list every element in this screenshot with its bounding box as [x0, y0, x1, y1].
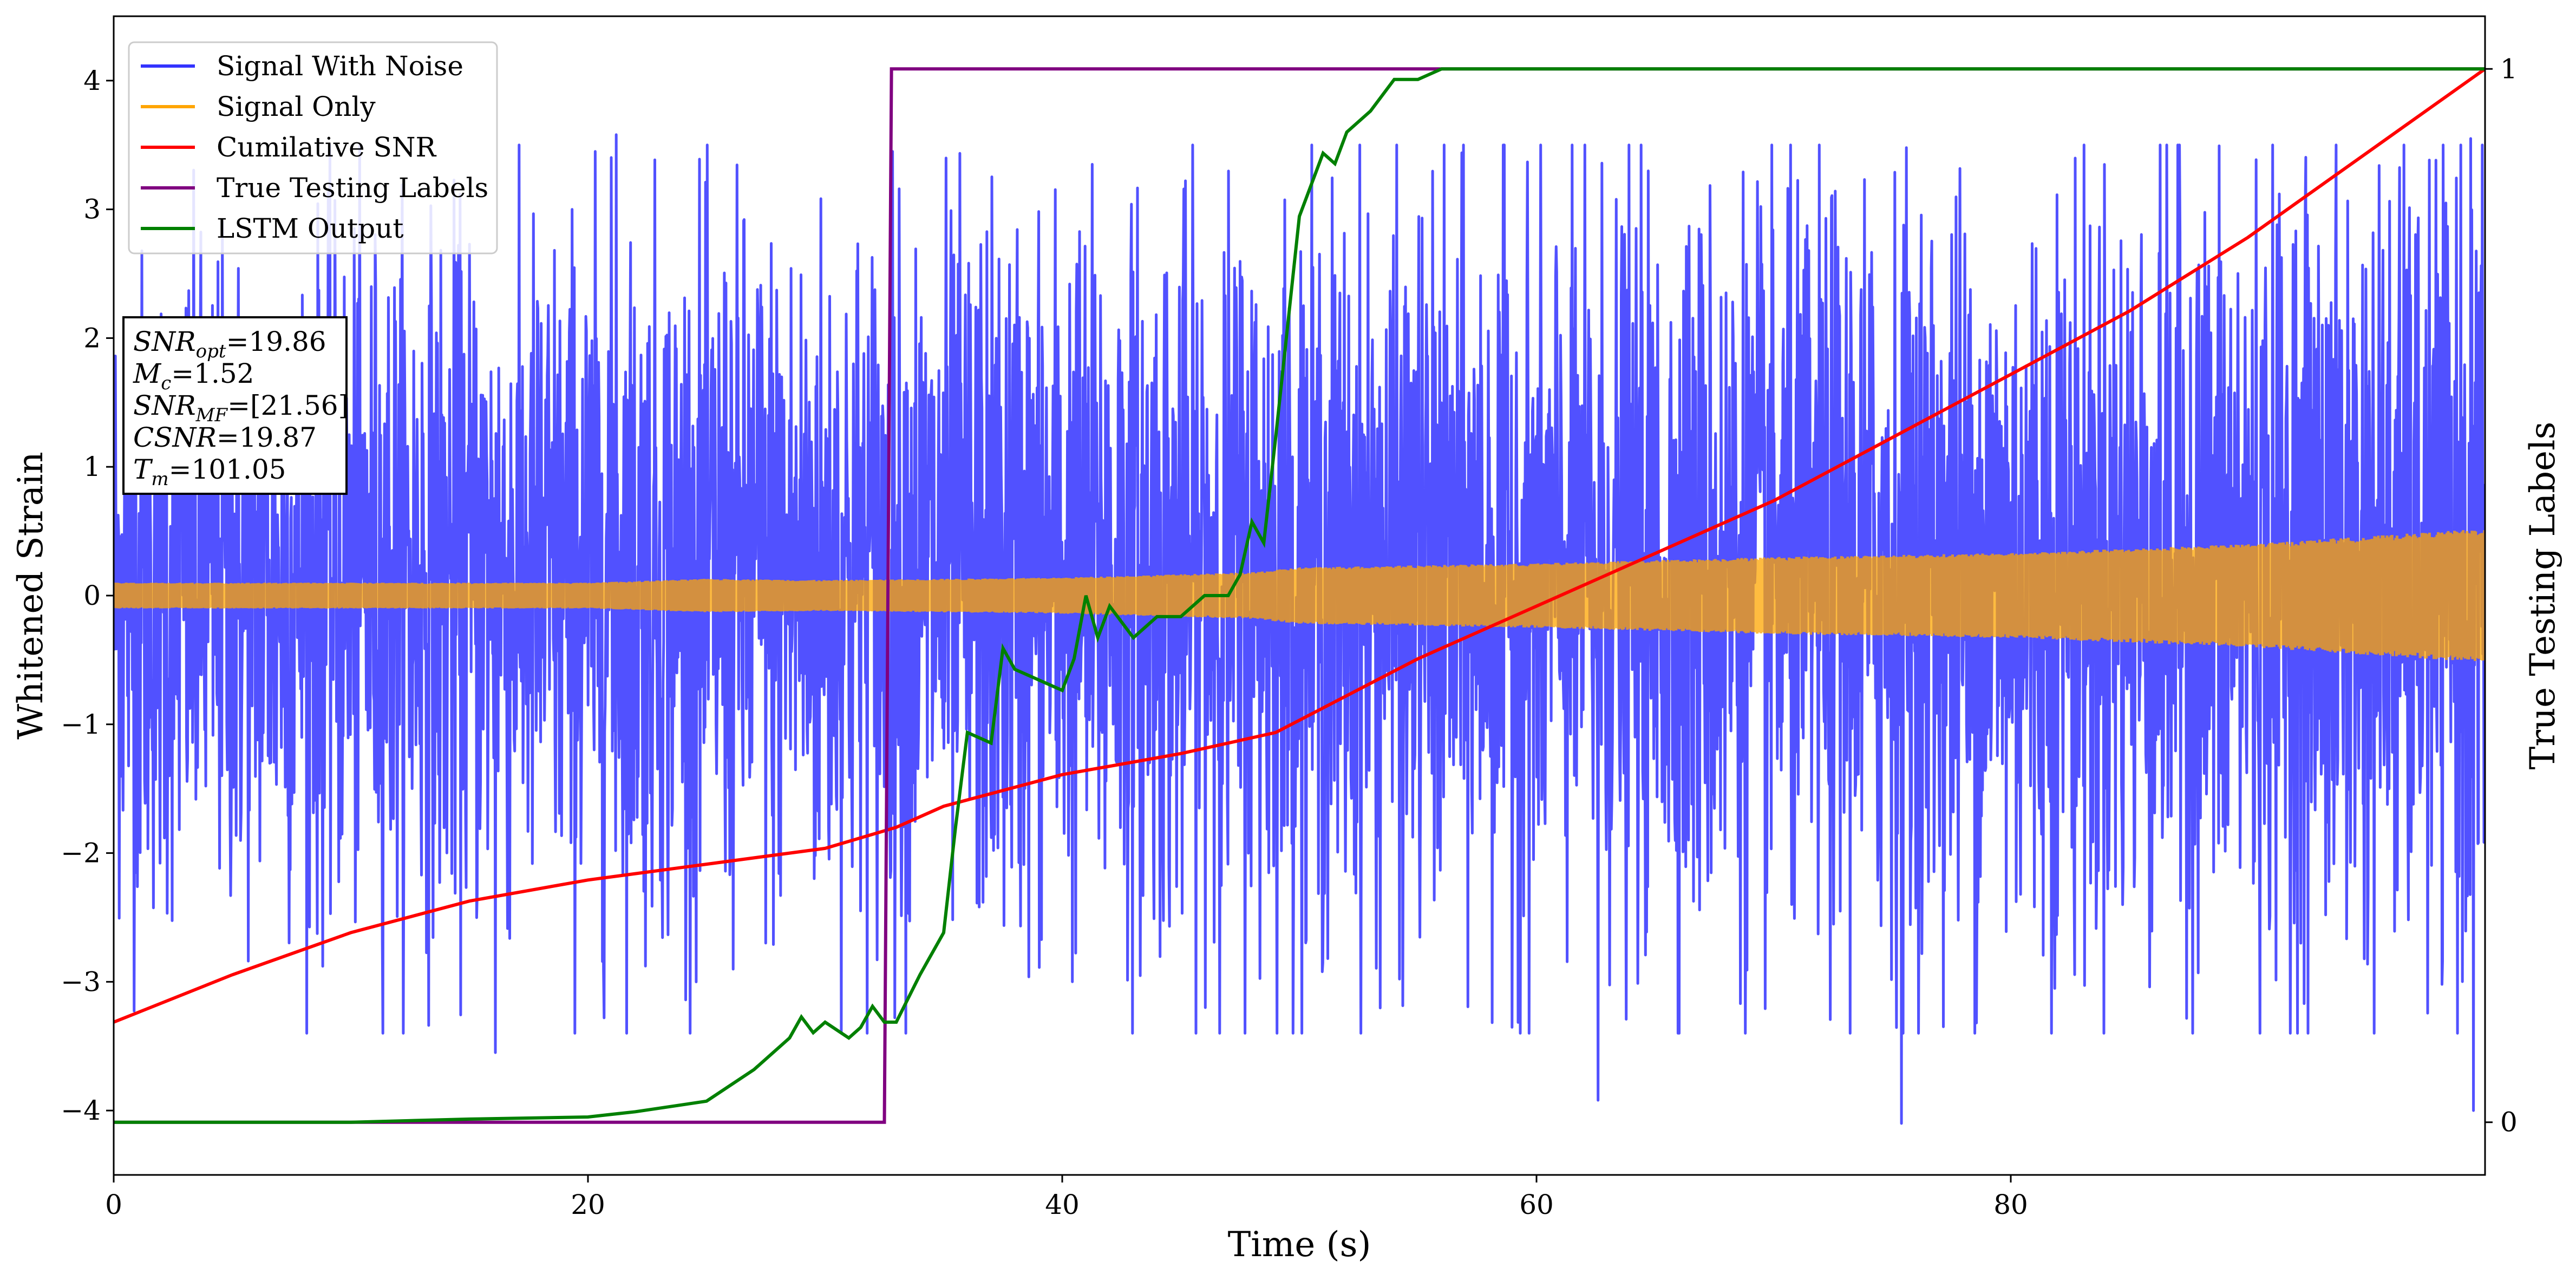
y-right-tick-label: 0 [2500, 1107, 2518, 1138]
legend-label: Signal Only [217, 91, 376, 122]
y-right-tick-label: 1 [2500, 53, 2518, 84]
legend-label: Signal With Noise [217, 50, 463, 82]
annotation-box: SNRopt=19.86Mc=1.52SNRMF=[21.56]CSNR=19.… [122, 316, 349, 495]
series-cumilative-snr [114, 67, 2485, 1024]
annotation-line: Tm=101.05 [133, 454, 286, 490]
x-axis-ticks: 0 20 40 60 80 [105, 1175, 2028, 1220]
left-axis-ticks: −4 −3 −2 −1 0 1 2 3 4 [61, 65, 114, 1126]
annotation-line: CSNR=19.87 [133, 422, 317, 453]
x-tick-label: 40 [1045, 1189, 1080, 1220]
y-tick-label: 2 [83, 322, 101, 354]
plot-series [114, 67, 2485, 1125]
y-tick-label: −3 [61, 966, 101, 997]
x-tick-label: 0 [105, 1189, 122, 1220]
annotation-line: SNRopt=19.86 [133, 326, 326, 362]
legend-label: LSTM Output [217, 213, 403, 244]
legend-label: Cumilative SNR [217, 132, 436, 163]
y-tick-label: 1 [83, 451, 101, 482]
y-tick-label: 0 [83, 580, 101, 611]
y-tick-label: −4 [61, 1095, 101, 1126]
series-lstm-output [114, 67, 2485, 1124]
x-tick-label: 20 [571, 1189, 605, 1220]
legend-label: True Testing Labels [217, 172, 488, 204]
series-signal-with-noise [114, 133, 2485, 1125]
x-axis-title: Time (s) [1228, 1225, 1371, 1265]
right-axis-ticks: 01 [2485, 53, 2518, 1138]
y-tick-label: −2 [61, 838, 101, 869]
y-tick-label: −1 [61, 709, 101, 740]
x-tick-label: 80 [1993, 1189, 2028, 1220]
legend-box [128, 41, 498, 254]
annotation-line: SNRMF=[21.56] [133, 390, 349, 426]
y-tick-label: 3 [83, 194, 101, 225]
annotation-frame [122, 316, 348, 495]
y-axis-right-title: True Testing Labels [2523, 422, 2563, 770]
y-axis-title: Whitened Strain [11, 452, 51, 739]
x-tick-label: 60 [1519, 1189, 1554, 1220]
annotation-line: Mc=1.52 [133, 358, 254, 394]
series-signal-only [114, 530, 2485, 661]
legend: Signal With Noise Signal Only Cumilative S… [128, 41, 498, 254]
y-tick-label: 4 [83, 65, 101, 96]
